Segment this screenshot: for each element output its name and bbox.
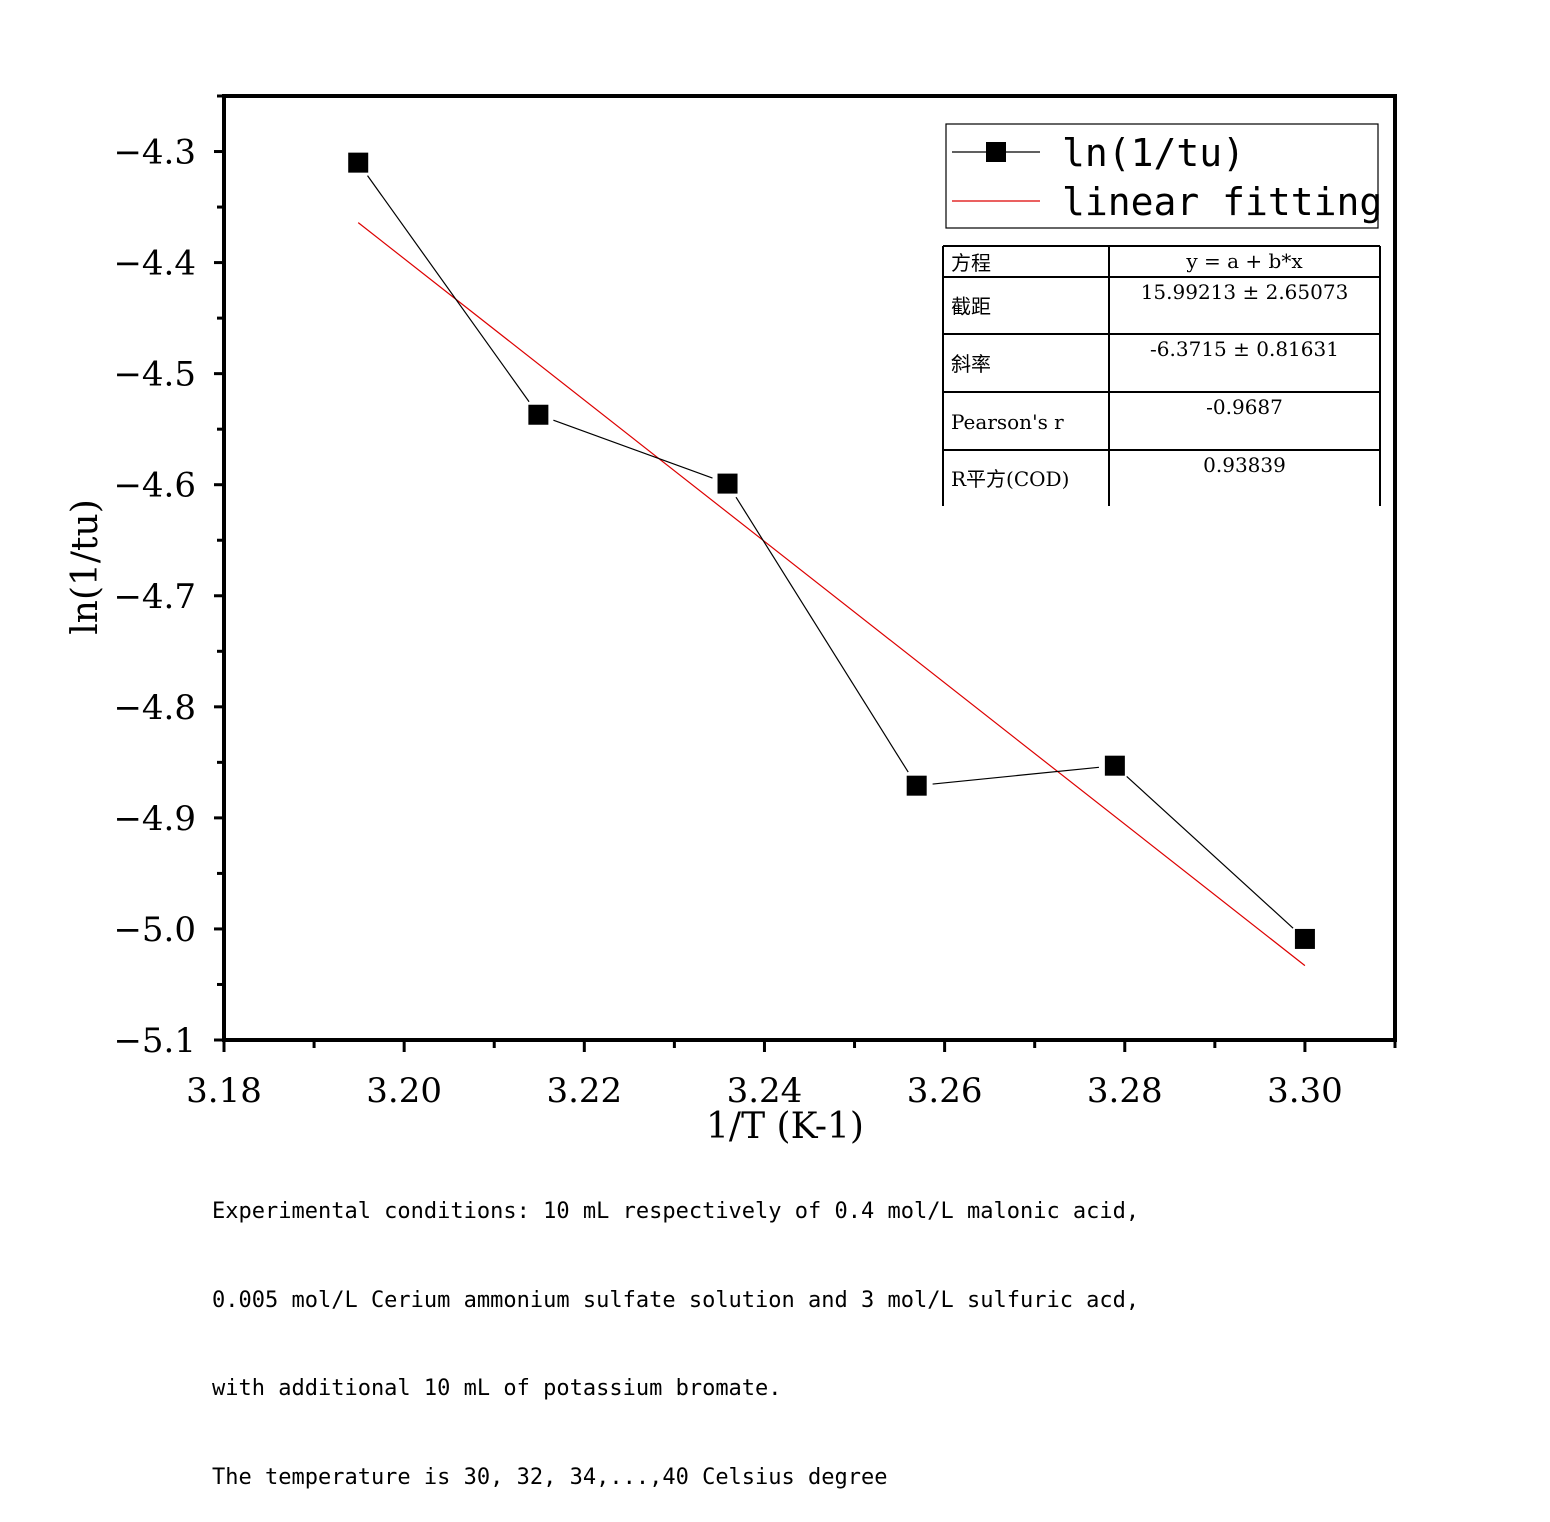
data-point — [906, 775, 927, 796]
stats-label: 方程 — [951, 251, 991, 275]
x-tick-label: 3.18 — [186, 1071, 262, 1111]
series-segment — [735, 496, 909, 773]
stats-label: Pearson's r — [951, 410, 1064, 434]
caption: Experimental conditions: 10 mL respectiv… — [212, 1138, 1412, 1522]
x-tick-label: 3.28 — [1087, 1071, 1163, 1111]
y-tick-label: −5.0 — [113, 910, 196, 950]
series-segment — [367, 175, 530, 403]
data-point — [1294, 928, 1315, 949]
series-layer — [348, 152, 1315, 967]
y-tick-label: −5.1 — [113, 1021, 196, 1061]
y-tick-label: −4.4 — [113, 244, 196, 284]
x-tick-label: 3.20 — [366, 1071, 442, 1111]
stats-bg — [943, 246, 1380, 506]
y-axis: −4.3 −4.4 −4.5 −4.6 −4.7 −4.8 −4.9 −5.0 −5.1 — [113, 94, 224, 1061]
legend-label-series: ln(1/tu) — [1062, 131, 1245, 175]
x-axis: 3.18 3.20 3.22 3.24 3.26 3.28 3.30 — [186, 1040, 1397, 1111]
caption-line: 0.005 mol/L Cerium ammonium sulfate solu… — [212, 1287, 1140, 1313]
legend-box — [945, 123, 1379, 229]
y-tick-label: −4.8 — [113, 688, 196, 728]
y-tick-label: −4.7 — [113, 577, 196, 617]
chart: 3.18 3.20 3.22 3.24 3.26 3.28 3.30 −4.3−4.4−4.… — [65, 94, 1397, 1147]
y-axis-title: ln(1/tu) — [65, 499, 106, 634]
stats-value: -0.9687 — [1206, 395, 1283, 419]
y-tick-label: −4.3 — [113, 133, 196, 173]
caption-line: with additional 10 mL of potassium broma… — [212, 1376, 782, 1401]
stats-value: y = a + b*x — [1185, 249, 1303, 273]
stats-label: R平方(COD) — [951, 467, 1069, 491]
x-tick-label: 3.26 — [907, 1071, 983, 1111]
stats-value: -6.3715 ± 0.81631 — [1150, 337, 1339, 361]
legend-label-fit: linear fitting — [1062, 180, 1382, 224]
caption-line: The temperature is 30, 32, 34,...,40 Cel… — [212, 1464, 888, 1490]
data-point — [528, 404, 549, 425]
legend-marker-series — [986, 142, 1006, 162]
plot-frame — [222, 94, 1397, 1042]
stats-label: 斜率 — [951, 352, 991, 376]
stats-table: 方程 y = a + b*x 截距 15.99213 ± 2.65073 斜率 -6.37… — [942, 245, 1381, 506]
data-point — [1104, 755, 1125, 776]
data-point — [348, 152, 369, 173]
stats-value: 15.99213 ± 2.65073 — [1141, 280, 1349, 304]
series-segment — [553, 419, 713, 479]
series-segment — [932, 766, 1100, 785]
stats-label: 截距 — [951, 295, 991, 319]
fit-line — [357, 222, 1306, 967]
y-tick-label: −4.9 — [113, 799, 196, 839]
x-tick-label: 3.22 — [546, 1071, 622, 1111]
x-axis-title: 1/T (K-1) — [706, 1106, 864, 1147]
y-tick-label: −4.6 — [113, 466, 196, 506]
data-point — [717, 473, 738, 494]
x-tick-label: 3.24 — [727, 1071, 803, 1111]
series-segment — [1126, 776, 1294, 929]
stats-value: 0.93839 — [1203, 453, 1286, 477]
x-tick-label: 3.30 — [1267, 1071, 1343, 1111]
caption-line: Experimental conditions: 10 mL respectiv… — [212, 1199, 1140, 1224]
y-tick-label: −4.5 — [113, 355, 196, 395]
legend: ln(1/tu) linear fitting — [945, 123, 1382, 229]
plot-border — [222, 94, 1397, 1042]
